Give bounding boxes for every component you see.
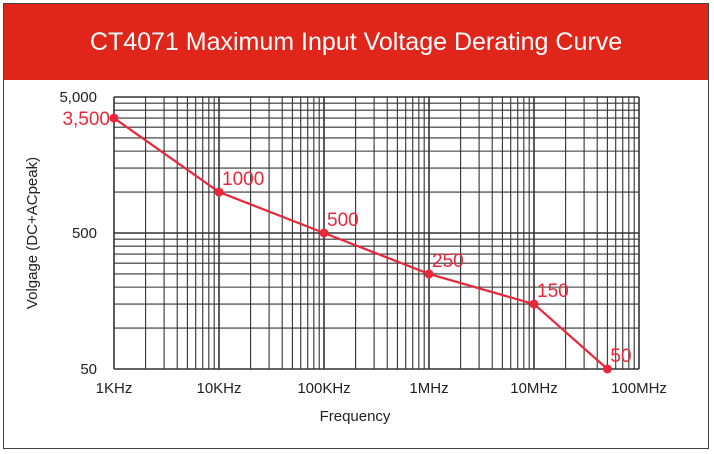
series: 3,500 1000 500 250 150 50 xyxy=(62,109,632,374)
data-point xyxy=(319,228,329,238)
series-line xyxy=(113,117,609,370)
data-label: 150 xyxy=(537,281,569,302)
data-label: 50 xyxy=(610,346,631,367)
chart-frame: CT4071 Maximum Input Voltage Derating Cu… xyxy=(3,3,709,449)
x-tick-labels: 1KHz 10KHz 100KHz 1MHz 10MHz 100MHz xyxy=(96,380,667,397)
data-point xyxy=(424,269,434,279)
x-tick-label: 100MHz xyxy=(611,380,667,397)
data-point xyxy=(214,187,224,197)
y-tick-labels: 5,000 500 50 xyxy=(59,89,97,378)
data-point xyxy=(109,113,119,123)
x-tick-label: 1MHz xyxy=(409,380,448,397)
data-label: 1000 xyxy=(222,169,264,190)
x-tick-label: 100KHz xyxy=(297,380,350,397)
chart-title: CT4071 Maximum Input Voltage Derating Cu… xyxy=(89,28,623,56)
y-tick-label: 500 xyxy=(72,225,97,242)
data-label: 3,500 xyxy=(62,109,110,130)
x-tick-label: 1KHz xyxy=(96,380,133,397)
title-banner: CT4071 Maximum Input Voltage Derating Cu… xyxy=(4,4,708,80)
y-axis-label: Volgage (DC+ACpeak) xyxy=(24,157,41,309)
data-label: 500 xyxy=(327,210,359,231)
y-tick-label: 5,000 xyxy=(59,89,97,106)
x-axis-label: Frequency xyxy=(320,408,391,425)
x-tick-label: 10MHz xyxy=(510,380,558,397)
data-point xyxy=(602,364,612,374)
data-point xyxy=(529,299,539,309)
data-label: 250 xyxy=(432,251,464,272)
y-tick-label: 50 xyxy=(80,361,97,378)
x-tick-label: 10KHz xyxy=(196,380,241,397)
grid xyxy=(113,96,640,370)
